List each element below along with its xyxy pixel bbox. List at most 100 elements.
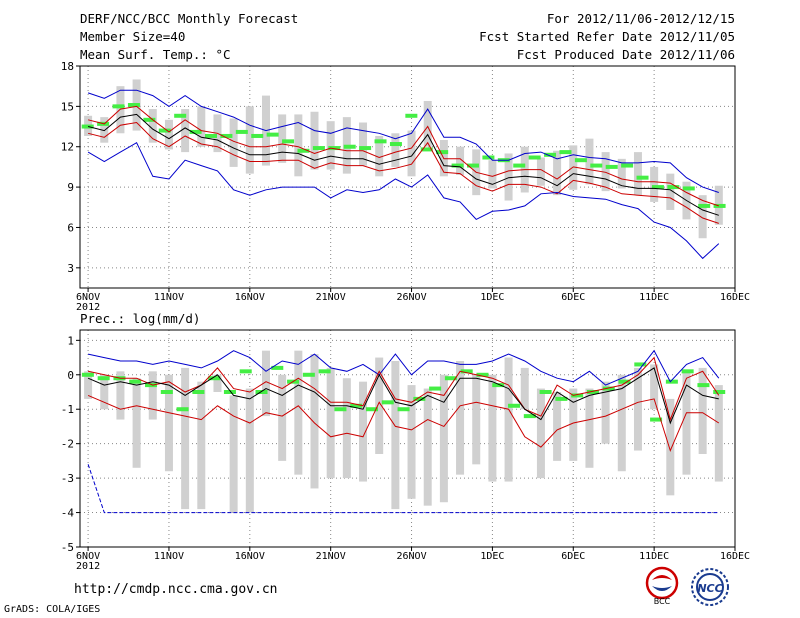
prec-member-mark	[208, 376, 221, 381]
bcc-logo: BCC	[640, 566, 686, 610]
prec-xtick-label: 21NOV	[316, 551, 346, 562]
prec-spread-box	[261, 350, 270, 417]
temp-spread-box	[698, 195, 707, 239]
temp-member-mark	[605, 164, 618, 169]
prec-frame	[79, 329, 736, 548]
prec-ytick-label: -5	[61, 541, 74, 554]
temp-member-mark	[405, 113, 418, 118]
prec-member-mark	[444, 376, 457, 381]
prec-spread-box	[472, 374, 481, 465]
prec-member-mark	[571, 393, 584, 398]
temp-spread-box	[633, 152, 642, 196]
prec-spread-box	[439, 374, 448, 503]
prec-member-mark	[350, 403, 363, 408]
temp-spread-box	[488, 160, 497, 189]
prec-spread-box	[650, 364, 659, 410]
temp-member-mark	[467, 163, 479, 168]
temp-spread-box	[278, 114, 287, 163]
temp-xtick-label: 6DEC	[561, 292, 585, 303]
temp-spread-box	[569, 145, 578, 190]
prec-spread-box	[569, 388, 578, 461]
temp-series-min	[87, 141, 720, 260]
prec-member-mark	[381, 400, 394, 405]
prec-spread-box	[553, 392, 562, 461]
temp-spread-box	[585, 138, 594, 185]
temp-spread-box	[294, 114, 303, 177]
temp-spread-box	[229, 118, 238, 167]
temp-spread-box	[650, 166, 659, 202]
prec-member-mark	[129, 379, 142, 384]
prec-spread-box	[520, 367, 529, 410]
prec-series-upper	[87, 356, 720, 422]
prec-member-mark	[429, 386, 442, 391]
prec-xtick-label: 6NOV	[76, 551, 100, 562]
prec-member-mark	[650, 417, 663, 422]
temp-member-mark	[528, 155, 541, 160]
temp-member-mark	[158, 128, 171, 133]
temp-member-mark	[297, 148, 310, 153]
temp-spread-box	[407, 130, 416, 177]
prec-member-mark	[334, 407, 347, 412]
member-size: Member Size=40	[80, 29, 186, 44]
temp-member-mark	[127, 103, 140, 108]
prec-series-max	[87, 349, 720, 386]
prec-spread-box	[585, 388, 594, 468]
temp-member-mark	[251, 133, 264, 138]
prec-spread-box	[488, 374, 497, 482]
temp-series-upper	[87, 105, 719, 207]
prec-spread-box	[213, 374, 222, 392]
prec-spread-box	[342, 378, 351, 479]
temp-member-mark	[189, 129, 202, 134]
prec-member-mark	[81, 372, 94, 377]
variable-label: Mean Surf. Temp.: °C	[80, 47, 231, 62]
temp-spread-box	[504, 153, 513, 201]
prec-spread-box	[229, 395, 238, 513]
prec-member-mark	[508, 403, 521, 408]
temp-member-mark	[574, 158, 587, 163]
temp-spread-box	[423, 100, 432, 147]
prec-member-mark	[318, 369, 331, 374]
temp-member-mark	[205, 133, 217, 138]
temp-xtick-label: 21NOV	[316, 292, 346, 303]
prec-spread-box	[698, 367, 707, 454]
prec-spread-box	[164, 374, 173, 472]
bcc-logo-text: BCC	[654, 597, 671, 606]
temp-spread-box	[601, 152, 610, 192]
prec-spread-box	[504, 357, 513, 482]
prec-xtick-label: 11DEC	[639, 551, 669, 562]
prec-spread-box	[132, 378, 141, 468]
prec-member-mark	[492, 383, 505, 388]
temp-xtick-label: 16NOV	[235, 292, 265, 303]
prec-xtick-label: 1DEC	[480, 551, 504, 562]
prec-member-mark	[476, 372, 489, 377]
forecast-period: For 2012/11/06-2012/12/15	[546, 11, 735, 26]
prec-member-mark	[365, 407, 378, 412]
prec-member-mark	[634, 362, 647, 367]
prec-member-mark	[697, 383, 710, 388]
temp-spread-box	[326, 121, 335, 170]
temp-member-mark	[559, 150, 572, 155]
temp-panel: 3 6 9 12 15 18 6NOV 11NOV 16NOV 21NOV 26NOV 1DEC 6DE…	[61, 60, 750, 313]
temp-member-mark	[482, 155, 495, 160]
temp-spread-box	[375, 135, 384, 177]
prec-member-mark	[192, 390, 205, 394]
prec-spread-box	[456, 361, 465, 475]
ncc-logo: NCC	[688, 566, 734, 612]
prec-spread-box	[326, 367, 335, 479]
temp-member-mark	[636, 175, 649, 180]
temp-spread-box	[666, 173, 675, 210]
prec-spread-box	[375, 357, 384, 454]
prec-member-mark	[523, 414, 536, 419]
prec-ytick-label: -2	[61, 438, 74, 451]
footer-url[interactable]: http://cmdp.ncc.cma.gov.cn	[74, 582, 278, 597]
temp-year-label: 2012	[76, 302, 100, 313]
temp-spread-box	[164, 119, 173, 150]
temp-spread-box	[456, 146, 465, 175]
temp-xtick-label: 1DEC	[480, 292, 504, 303]
prec-spread-box	[181, 367, 190, 510]
temp-member-mark	[451, 163, 464, 168]
temp-ytick-label: 3	[67, 262, 74, 275]
temp-member-mark	[174, 113, 187, 118]
prec-spread-box	[294, 350, 303, 475]
